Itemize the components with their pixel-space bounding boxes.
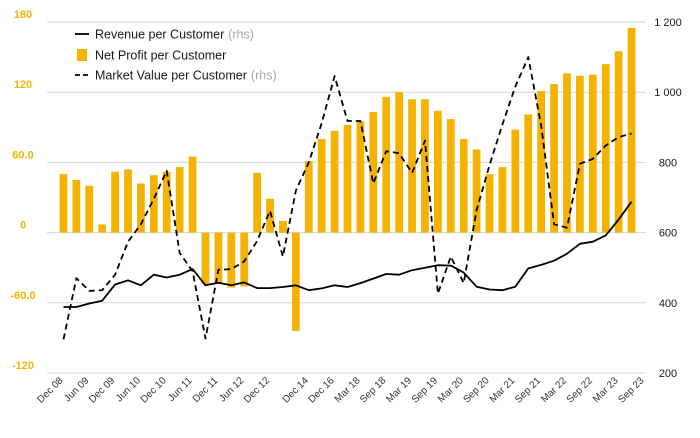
market-value-line <box>62 56 632 340</box>
x-tick-label: Sep 21 <box>513 375 543 405</box>
left-tick-label: 180 <box>14 9 32 21</box>
profit-bar <box>524 114 533 233</box>
profit-bar <box>317 139 326 233</box>
right-tick-label: 200 <box>659 368 677 380</box>
profit-bar <box>537 91 546 233</box>
profit-bar <box>175 167 184 233</box>
profit-bar <box>408 99 416 233</box>
x-tick-label: Dec 10 <box>139 375 169 405</box>
x-tick-label: Sep 18 <box>358 375 388 405</box>
profit-bar <box>330 130 339 233</box>
profit-bar <box>614 51 623 233</box>
profit-bar <box>550 84 558 233</box>
x-tick-label: Dec 12 <box>242 375 272 405</box>
x-tick-label: Dec 14 <box>281 375 311 405</box>
left-axis-ticks: -120 -60.0 0 60.0 120 180 <box>10 9 35 372</box>
x-tick-label: Sep 19 <box>410 375 440 405</box>
left-tick-label: 120 <box>14 79 32 91</box>
profit-bar <box>149 175 158 233</box>
x-tick-label: Sep 22 <box>565 375 595 405</box>
profit-bar <box>485 174 494 233</box>
profit-bar <box>214 232 223 283</box>
profit-bar <box>356 121 365 233</box>
line-layer <box>62 56 633 340</box>
profit-bar <box>421 99 429 233</box>
profit-bar <box>563 73 571 233</box>
profit-bar <box>304 161 313 233</box>
x-tick-label: Mar 18 <box>333 375 363 405</box>
bar-layer <box>59 27 636 331</box>
x-tick-label: Mar 20 <box>436 375 466 405</box>
profit-bar <box>472 149 481 233</box>
legend-swatch-bar <box>77 49 87 61</box>
profit-bar <box>343 124 352 233</box>
profit-bar <box>369 112 378 233</box>
x-tick-label: Dec 16 <box>307 375 337 405</box>
left-tick-label: 0 <box>20 220 26 232</box>
right-axis-ticks: 200 400 600 800 1 000 1 200 <box>654 17 682 380</box>
x-tick-label: Dec 11 <box>191 375 221 405</box>
profit-bar <box>227 232 236 288</box>
profit-bar <box>253 172 261 233</box>
profit-bar <box>627 27 636 233</box>
legend-label: Net Profit per Customer <box>95 49 226 63</box>
profit-bar <box>446 119 455 233</box>
x-tick-label: Mar 22 <box>539 375 569 405</box>
right-tick-label: 1 200 <box>654 17 682 29</box>
profit-bar <box>291 232 300 331</box>
profit-bar <box>124 169 132 233</box>
profit-bar <box>111 171 119 233</box>
profit-bar <box>240 232 249 287</box>
profit-bar <box>162 171 171 233</box>
x-tick-label: Dec 08 <box>35 375 65 405</box>
profit-bar <box>395 92 404 233</box>
x-tick-label: Jun 11 <box>166 375 195 404</box>
x-tick-label: Jun 09 <box>62 375 91 404</box>
profit-bar <box>459 139 468 233</box>
x-tick-label: Sep 20 <box>461 375 491 405</box>
profit-bar <box>511 129 520 233</box>
x-tick-label: Jun 10 <box>114 375 143 404</box>
profit-bar <box>188 156 197 233</box>
x-tick-label: Mar 19 <box>384 375 414 405</box>
left-tick-label: 60.0 <box>12 149 33 161</box>
x-tick-label: Jun 12 <box>217 375 246 404</box>
profit-bar <box>72 179 81 233</box>
right-tick-label: 1 000 <box>654 87 682 99</box>
profit-bar <box>85 185 94 233</box>
revenue-line <box>63 201 633 308</box>
profit-bar <box>201 232 210 285</box>
legend-label: Revenue per Customer (rhs) <box>95 28 254 42</box>
profit-bar <box>601 64 610 233</box>
profit-bar <box>266 198 274 233</box>
legend: Revenue per Customer (rhs) Net Profit per … <box>75 28 277 83</box>
profit-bar <box>434 110 442 233</box>
right-tick-label: 400 <box>659 298 677 310</box>
right-tick-label: 600 <box>659 228 677 240</box>
profit-bar <box>576 75 584 233</box>
x-tick-label: Mar 21 <box>488 375 518 405</box>
legend-label: Market Value per Customer (rhs) <box>95 69 277 83</box>
profit-bar <box>498 167 507 233</box>
profit-bar <box>279 220 287 233</box>
profit-bar <box>588 74 597 233</box>
profit-bar <box>98 224 107 233</box>
x-tick-label: Sep 23 <box>616 375 646 405</box>
right-tick-label: 800 <box>659 157 677 169</box>
profit-bar <box>137 183 145 233</box>
profit-bar <box>382 96 391 233</box>
x-tick-label: Dec 09 <box>87 375 117 405</box>
left-tick-label: -120 <box>12 360 34 372</box>
x-tick-label: Mar 23 <box>591 375 621 405</box>
profit-bar <box>59 174 68 233</box>
left-tick-label: -60.0 <box>10 290 35 302</box>
